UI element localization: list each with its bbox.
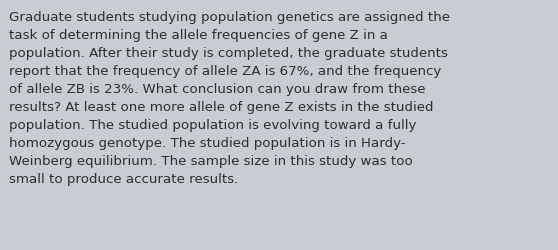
Text: Graduate students studying population genetics are assigned the
task of determin: Graduate students studying population ge… <box>9 11 450 186</box>
